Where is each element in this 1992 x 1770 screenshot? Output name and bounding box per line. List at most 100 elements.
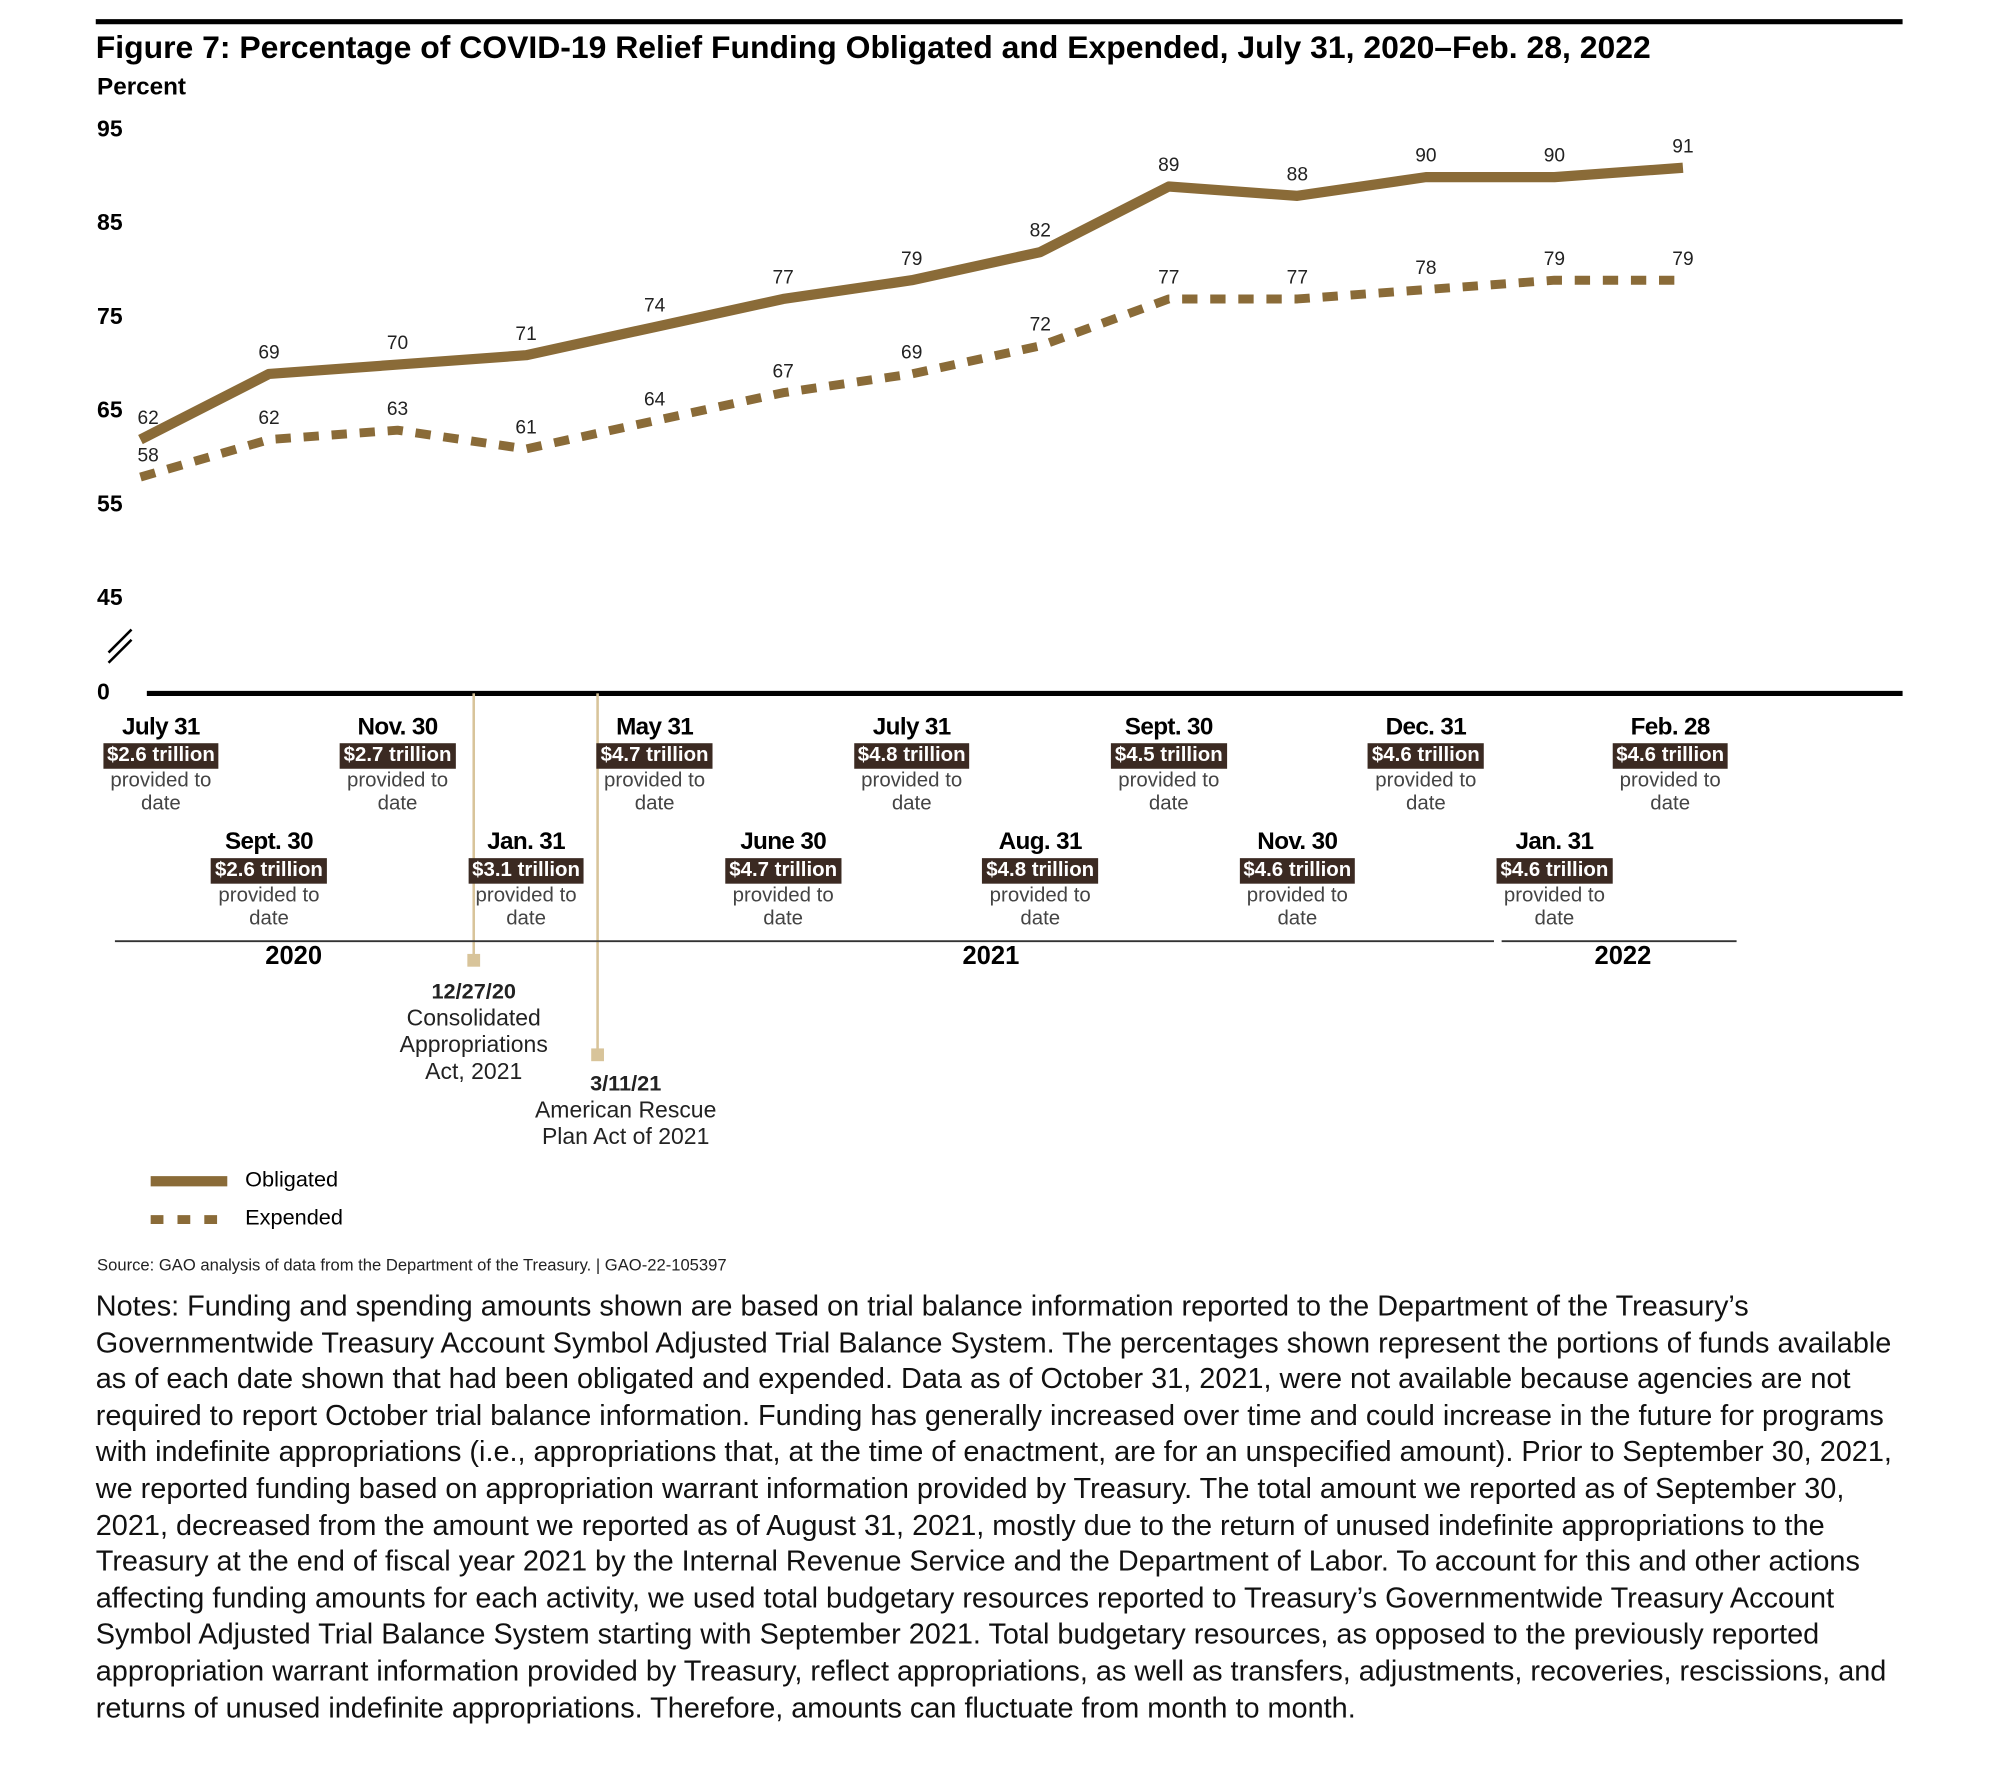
funding-note: provided to date xyxy=(604,770,706,815)
funding-note: provided to date xyxy=(218,884,320,930)
data-label: 91 xyxy=(1672,136,1693,157)
x-tick-label: Jan. 31 xyxy=(487,828,565,856)
data-label: 62 xyxy=(258,408,279,429)
funding-amount: $4.7 trillion xyxy=(725,858,841,884)
event-marker xyxy=(467,953,481,967)
axis-break xyxy=(107,638,133,664)
funding-amount: $4.8 trillion xyxy=(853,743,970,769)
series-line xyxy=(138,162,1684,445)
event-label: American Rescue Plan Act of 2021 xyxy=(534,1096,717,1150)
event-marker xyxy=(591,1048,604,1062)
funding-amount: $2.7 trillion xyxy=(339,743,456,769)
data-label: 64 xyxy=(644,389,666,410)
legend-label: Expended xyxy=(245,1205,343,1230)
event-label: Consolidated Appropriations Act, 2021 xyxy=(399,1004,548,1085)
chart-title: Figure 7: Percentage of COVID-19 Relief … xyxy=(96,29,1651,65)
x-category: June 30 $4.7 trillion provided to date xyxy=(707,827,860,930)
data-label: 79 xyxy=(901,249,922,270)
funding-amount: $4.6 trillion xyxy=(1368,743,1484,769)
funding-amount: $4.6 trillion xyxy=(1496,858,1613,884)
data-label: 69 xyxy=(901,343,922,364)
y-tick-label: 95 xyxy=(97,115,123,141)
x-category: Nov. 30 $4.6 trillion provided to date xyxy=(1221,827,1374,930)
funding-note: provided to date xyxy=(1503,884,1605,930)
x-category: Sept. 30 $2.6 trillion provided to date xyxy=(192,827,345,930)
x-category: Feb. 28 $4.6 trillion provided to date xyxy=(1594,713,1747,816)
x-category: July 31 $4.8 trillion provided to date xyxy=(835,713,988,816)
funding-amount: $2.6 trillion xyxy=(103,743,219,769)
year-label: 2021 xyxy=(962,942,1020,971)
x-tick-label: May 31 xyxy=(616,713,694,741)
x-tick-label: Dec. 31 xyxy=(1385,713,1467,741)
x-category: Sept. 30 $4.5 trillion provided to date xyxy=(1092,713,1245,816)
data-label: 77 xyxy=(1158,268,1179,289)
year-label: 2020 xyxy=(265,942,323,971)
y-tick-label: 75 xyxy=(97,303,123,329)
data-label: 63 xyxy=(387,399,408,420)
data-label: 62 xyxy=(137,408,158,429)
data-label: 79 xyxy=(1544,249,1565,270)
x-category: Dec. 31 $4.6 trillion provided to date xyxy=(1349,713,1502,816)
x-category: Jan. 31 $4.6 trillion provided to date xyxy=(1478,827,1631,930)
x-tick-label: Aug. 31 xyxy=(998,828,1083,856)
event-date: 12/27/20 xyxy=(431,979,516,1004)
funding-amount: $4.5 trillion xyxy=(1111,743,1227,769)
funding-note: provided to date xyxy=(732,884,834,930)
source: Source: GAO analysis of data from the De… xyxy=(97,1255,727,1275)
chart: Figure 7: Percentage of COVID-19 Relief … xyxy=(96,19,1903,1225)
data-label: 67 xyxy=(773,361,794,382)
data-label: 77 xyxy=(1287,268,1308,289)
event: 3/11/21 American Rescue Plan Act of 2021 xyxy=(530,1070,722,1150)
data-label: 78 xyxy=(1415,258,1436,279)
funding-amount: $4.6 trillion xyxy=(1612,743,1728,769)
data-label: 58 xyxy=(137,446,158,467)
notes: Notes: Funding and spending amounts show… xyxy=(95,1289,1892,1724)
axis-break xyxy=(107,628,133,654)
data-label: 72 xyxy=(1030,314,1051,335)
series-line xyxy=(139,275,1683,482)
data-label: 61 xyxy=(515,418,536,439)
funding-note: provided to date xyxy=(1118,770,1220,815)
y-tick-label: 45 xyxy=(97,584,123,610)
funding-amount: $4.7 trillion xyxy=(596,743,713,769)
x-tick-label: Nov. 30 xyxy=(1257,828,1338,856)
data-label: 74 xyxy=(644,296,666,317)
funding-amount: $4.6 trillion xyxy=(1239,858,1356,884)
y-tick-label: 0 xyxy=(97,678,110,704)
funding-note: provided to date xyxy=(110,770,212,815)
funding-note: provided to date xyxy=(346,770,449,815)
data-label: 89 xyxy=(1158,155,1179,176)
funding-amount: $3.1 trillion xyxy=(468,858,584,884)
funding-amount: $4.8 trillion xyxy=(982,858,1098,884)
x-tick-label: Sept. 30 xyxy=(225,828,314,856)
event: 12/27/20 Consolidated Appropriations Act,… xyxy=(378,978,570,1085)
funding-note: provided to date xyxy=(861,770,963,815)
funding-note: provided to date xyxy=(989,884,1091,930)
x-tick-label: July 31 xyxy=(121,713,200,741)
x-category: July 31 $2.6 trillion provided to date xyxy=(84,713,237,816)
x-category: Nov. 30 $2.7 trillion provided to date xyxy=(321,713,474,816)
data-label: 69 xyxy=(258,343,279,364)
funding-note: provided to date xyxy=(1246,884,1348,930)
data-label: 90 xyxy=(1415,146,1436,167)
data-label: 90 xyxy=(1544,146,1565,167)
y-tick-label: 55 xyxy=(97,490,123,516)
legend-label: Obligated xyxy=(245,1167,339,1192)
x-category: May 31 $4.7 trillion provided to date xyxy=(578,713,731,816)
x-tick-label: Jan. 31 xyxy=(1515,828,1594,856)
x-category: Jan. 31 $3.1 trillion provided to date xyxy=(449,827,602,930)
data-label: 77 xyxy=(773,268,794,289)
funding-note: provided to date xyxy=(1619,770,1721,815)
x-tick-label: Sept. 30 xyxy=(1124,713,1214,741)
y-tick-label: 65 xyxy=(97,397,123,423)
x-tick-label: June 30 xyxy=(740,828,827,856)
x-tick-label: Nov. 30 xyxy=(357,713,439,741)
funding-note: provided to date xyxy=(1375,770,1477,815)
funding-amount: $2.6 trillion xyxy=(211,858,327,884)
data-label: 71 xyxy=(515,324,536,345)
y-axis-label: Percent xyxy=(97,74,186,101)
event-date: 3/11/21 xyxy=(590,1071,662,1096)
data-label: 70 xyxy=(387,333,408,354)
